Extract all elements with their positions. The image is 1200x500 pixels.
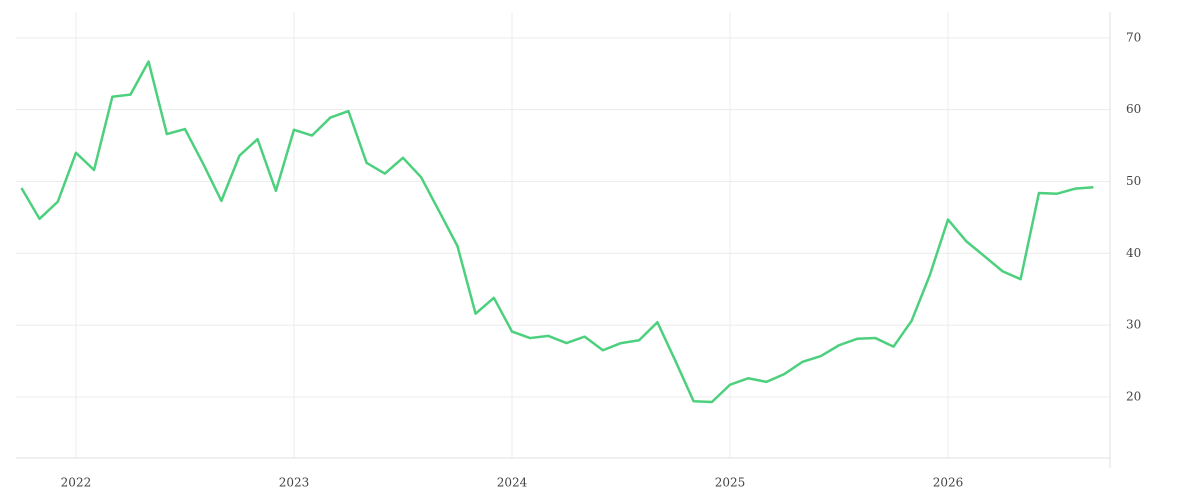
x-tick-label: 2024 [497, 476, 528, 490]
y-tick-label: 40 [1126, 246, 1141, 260]
y-tick-label: 70 [1126, 30, 1141, 44]
x-tick-label: 2025 [715, 476, 746, 490]
line [20, 60, 1094, 404]
y-tick-label: 60 [1126, 102, 1141, 116]
x-tick-label: 2023 [279, 476, 310, 490]
x-tick-label: 2022 [61, 476, 92, 490]
y-tick-label: 50 [1126, 174, 1141, 188]
y-tick-label: 20 [1126, 389, 1141, 403]
y-tick-label: 30 [1126, 318, 1141, 332]
x-tick-label: 2026 [933, 476, 964, 490]
